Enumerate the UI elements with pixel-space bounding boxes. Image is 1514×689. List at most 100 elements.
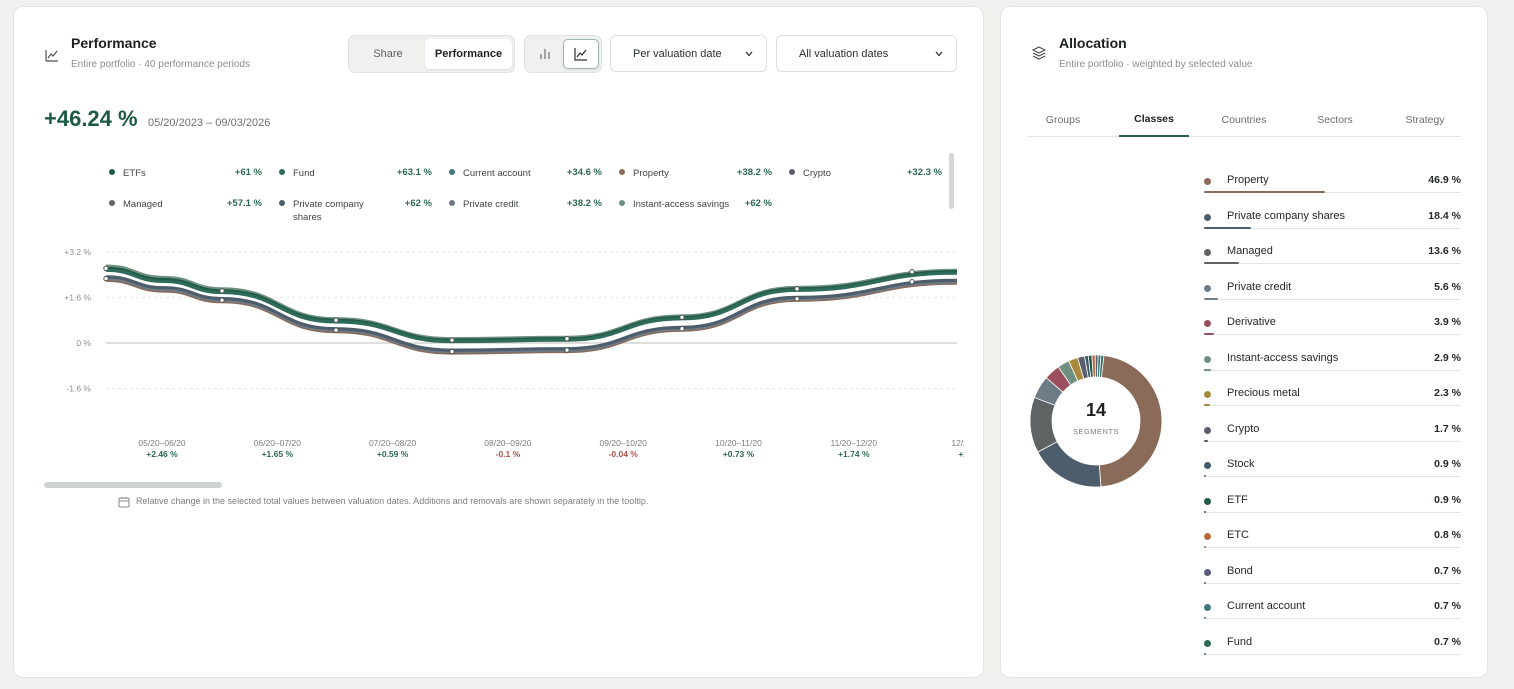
legend-scrollbar[interactable]: [949, 153, 954, 209]
legend-label: Private credit: [463, 199, 519, 210]
allocation-value: 18.4 %: [1428, 209, 1461, 222]
allocation-row[interactable]: Private credit 5.6 %: [1204, 280, 1461, 314]
series-line[interactable]: [105, 275, 958, 352]
y-tick-label: -1.6 %: [66, 384, 91, 394]
allocation-bar-fill: [1204, 475, 1207, 477]
data-point[interactable]: [679, 314, 685, 321]
donut-slice[interactable]: [1029, 396, 1058, 453]
tab-classes[interactable]: Classes: [1119, 103, 1189, 137]
series-line[interactable]: [105, 266, 958, 342]
tab-sectors[interactable]: Sectors: [1317, 114, 1353, 126]
allocation-label: Fund: [1227, 635, 1253, 648]
allocation-label: Precious metal: [1227, 387, 1300, 399]
allocation-bar-fill: [1204, 546, 1207, 548]
dates-dropdown[interactable]: All valuation dates: [776, 35, 957, 72]
allocation-dot: [1204, 462, 1211, 469]
allocation-label: Stock: [1227, 458, 1255, 470]
legend-value: +57.1 %: [226, 198, 262, 209]
data-point[interactable]: [333, 317, 339, 323]
allocation-row[interactable]: ETC 0.8 %: [1204, 528, 1461, 562]
data-point[interactable]: [564, 336, 570, 342]
allocation-row[interactable]: Precious metal 2.3 %: [1204, 386, 1461, 420]
allocation-row[interactable]: Property 46.9 %: [1204, 173, 1461, 207]
allocation-bar-fill: [1204, 617, 1206, 619]
data-point[interactable]: [103, 265, 109, 272]
allocation-dot: [1204, 533, 1211, 540]
allocation-row[interactable]: Private company shares 18.4 %: [1204, 209, 1461, 243]
allocation-row[interactable]: Crypto 1.7 %: [1204, 422, 1461, 456]
data-point[interactable]: [794, 296, 800, 302]
valuation-dropdown-label: Per valuation date: [633, 47, 722, 60]
allocation-row[interactable]: Fund 0.7 %: [1204, 635, 1461, 669]
allocation-label: Derivative: [1227, 316, 1276, 328]
allocation-bar-track: [1204, 582, 1461, 584]
data-point[interactable]: [333, 327, 339, 333]
share-performance-toggle: Share Performance: [348, 35, 515, 73]
allocation-dot: [1204, 604, 1211, 611]
valuation-dropdown[interactable]: Per valuation date: [610, 35, 767, 72]
allocation-row[interactable]: Stock 0.9 %: [1204, 457, 1461, 491]
allocation-bar-fill: [1204, 581, 1206, 584]
donut-slice[interactable]: [1098, 355, 1163, 488]
data-point[interactable]: [103, 275, 109, 282]
allocation-bar-track: [1204, 298, 1461, 300]
allocation-value: 0.7 %: [1434, 564, 1461, 577]
allocation-value: 5.6 %: [1434, 280, 1461, 293]
layers-icon: [1031, 46, 1047, 60]
donut-slice[interactable]: [1098, 354, 1105, 378]
tab-countries[interactable]: Countries: [1221, 114, 1267, 126]
allocation-value: 2.3 %: [1434, 387, 1461, 399]
data-point[interactable]: [564, 347, 570, 353]
allocation-bar-fill: [1204, 226, 1252, 229]
allocation-dot: [1204, 639, 1211, 647]
allocation-row[interactable]: Bond 0.7 %: [1204, 564, 1461, 598]
line-chart-icon: [45, 50, 58, 62]
allocation-dot: [1204, 213, 1211, 221]
allocation-row[interactable]: Derivative 3.9 %: [1204, 315, 1461, 349]
allocation-bar-track: [1204, 369, 1461, 371]
allocation-value: 0.7 %: [1434, 635, 1461, 648]
legend-label: Instant-access savings: [633, 199, 730, 210]
allocation-dot: [1204, 178, 1211, 185]
x-tick-label: 09/20–10/20: [600, 438, 648, 448]
allocation-bar-fill: [1204, 262, 1239, 264]
data-point[interactable]: [909, 279, 915, 285]
allocation-bar-track: [1204, 511, 1461, 513]
allocation-value: 1.7 %: [1434, 422, 1461, 435]
allocation-dot: [1204, 249, 1211, 256]
data-point[interactable]: [679, 326, 685, 332]
tab-groups[interactable]: Groups: [1045, 114, 1081, 126]
data-point[interactable]: [219, 297, 225, 303]
share-button[interactable]: Share: [373, 48, 403, 60]
tab-strategy[interactable]: Strategy: [1405, 114, 1445, 126]
data-point[interactable]: [449, 337, 455, 343]
legend-dot: [279, 169, 285, 175]
legend-value: +61 %: [234, 167, 262, 178]
allocation-bar-track: [1204, 476, 1461, 477]
allocation-row[interactable]: ETF 0.9 %: [1204, 493, 1461, 527]
dates-dropdown-label: All valuation dates: [799, 47, 889, 60]
data-point[interactable]: [794, 286, 800, 292]
legend-dot: [109, 200, 115, 206]
allocation-bar-track: [1204, 263, 1461, 264]
allocation-label: Crypto: [1227, 422, 1260, 435]
allocation-row[interactable]: Instant-access savings 2.9 %: [1204, 351, 1461, 385]
line-chart-button[interactable]: [563, 39, 599, 69]
legend-dot: [279, 200, 285, 206]
x-tick-label: 06/20–07/20: [254, 438, 302, 448]
performance-button[interactable]: Performance: [425, 39, 512, 69]
allocation-label: Private credit: [1227, 280, 1292, 293]
x-tick-label: 10/20–11/20: [715, 438, 762, 448]
allocation-subtitle: Entire portfolio · weighted by selected …: [1059, 59, 1253, 70]
series-line[interactable]: [105, 268, 958, 344]
allocation-row[interactable]: Managed 13.6 %: [1204, 244, 1461, 278]
data-point[interactable]: [449, 348, 455, 355]
chart-horizontal-scrollbar[interactable]: [44, 482, 222, 488]
data-point[interactable]: [909, 269, 915, 275]
bar-chart-button[interactable]: [528, 39, 562, 69]
performance-subtitle: Entire portfolio · 40 performance period…: [71, 59, 250, 70]
donut-slice[interactable]: [1037, 441, 1102, 488]
allocation-row[interactable]: Current account 0.7 %: [1204, 599, 1461, 633]
data-point[interactable]: [219, 288, 225, 294]
allocation-bar-track: [1204, 334, 1461, 335]
